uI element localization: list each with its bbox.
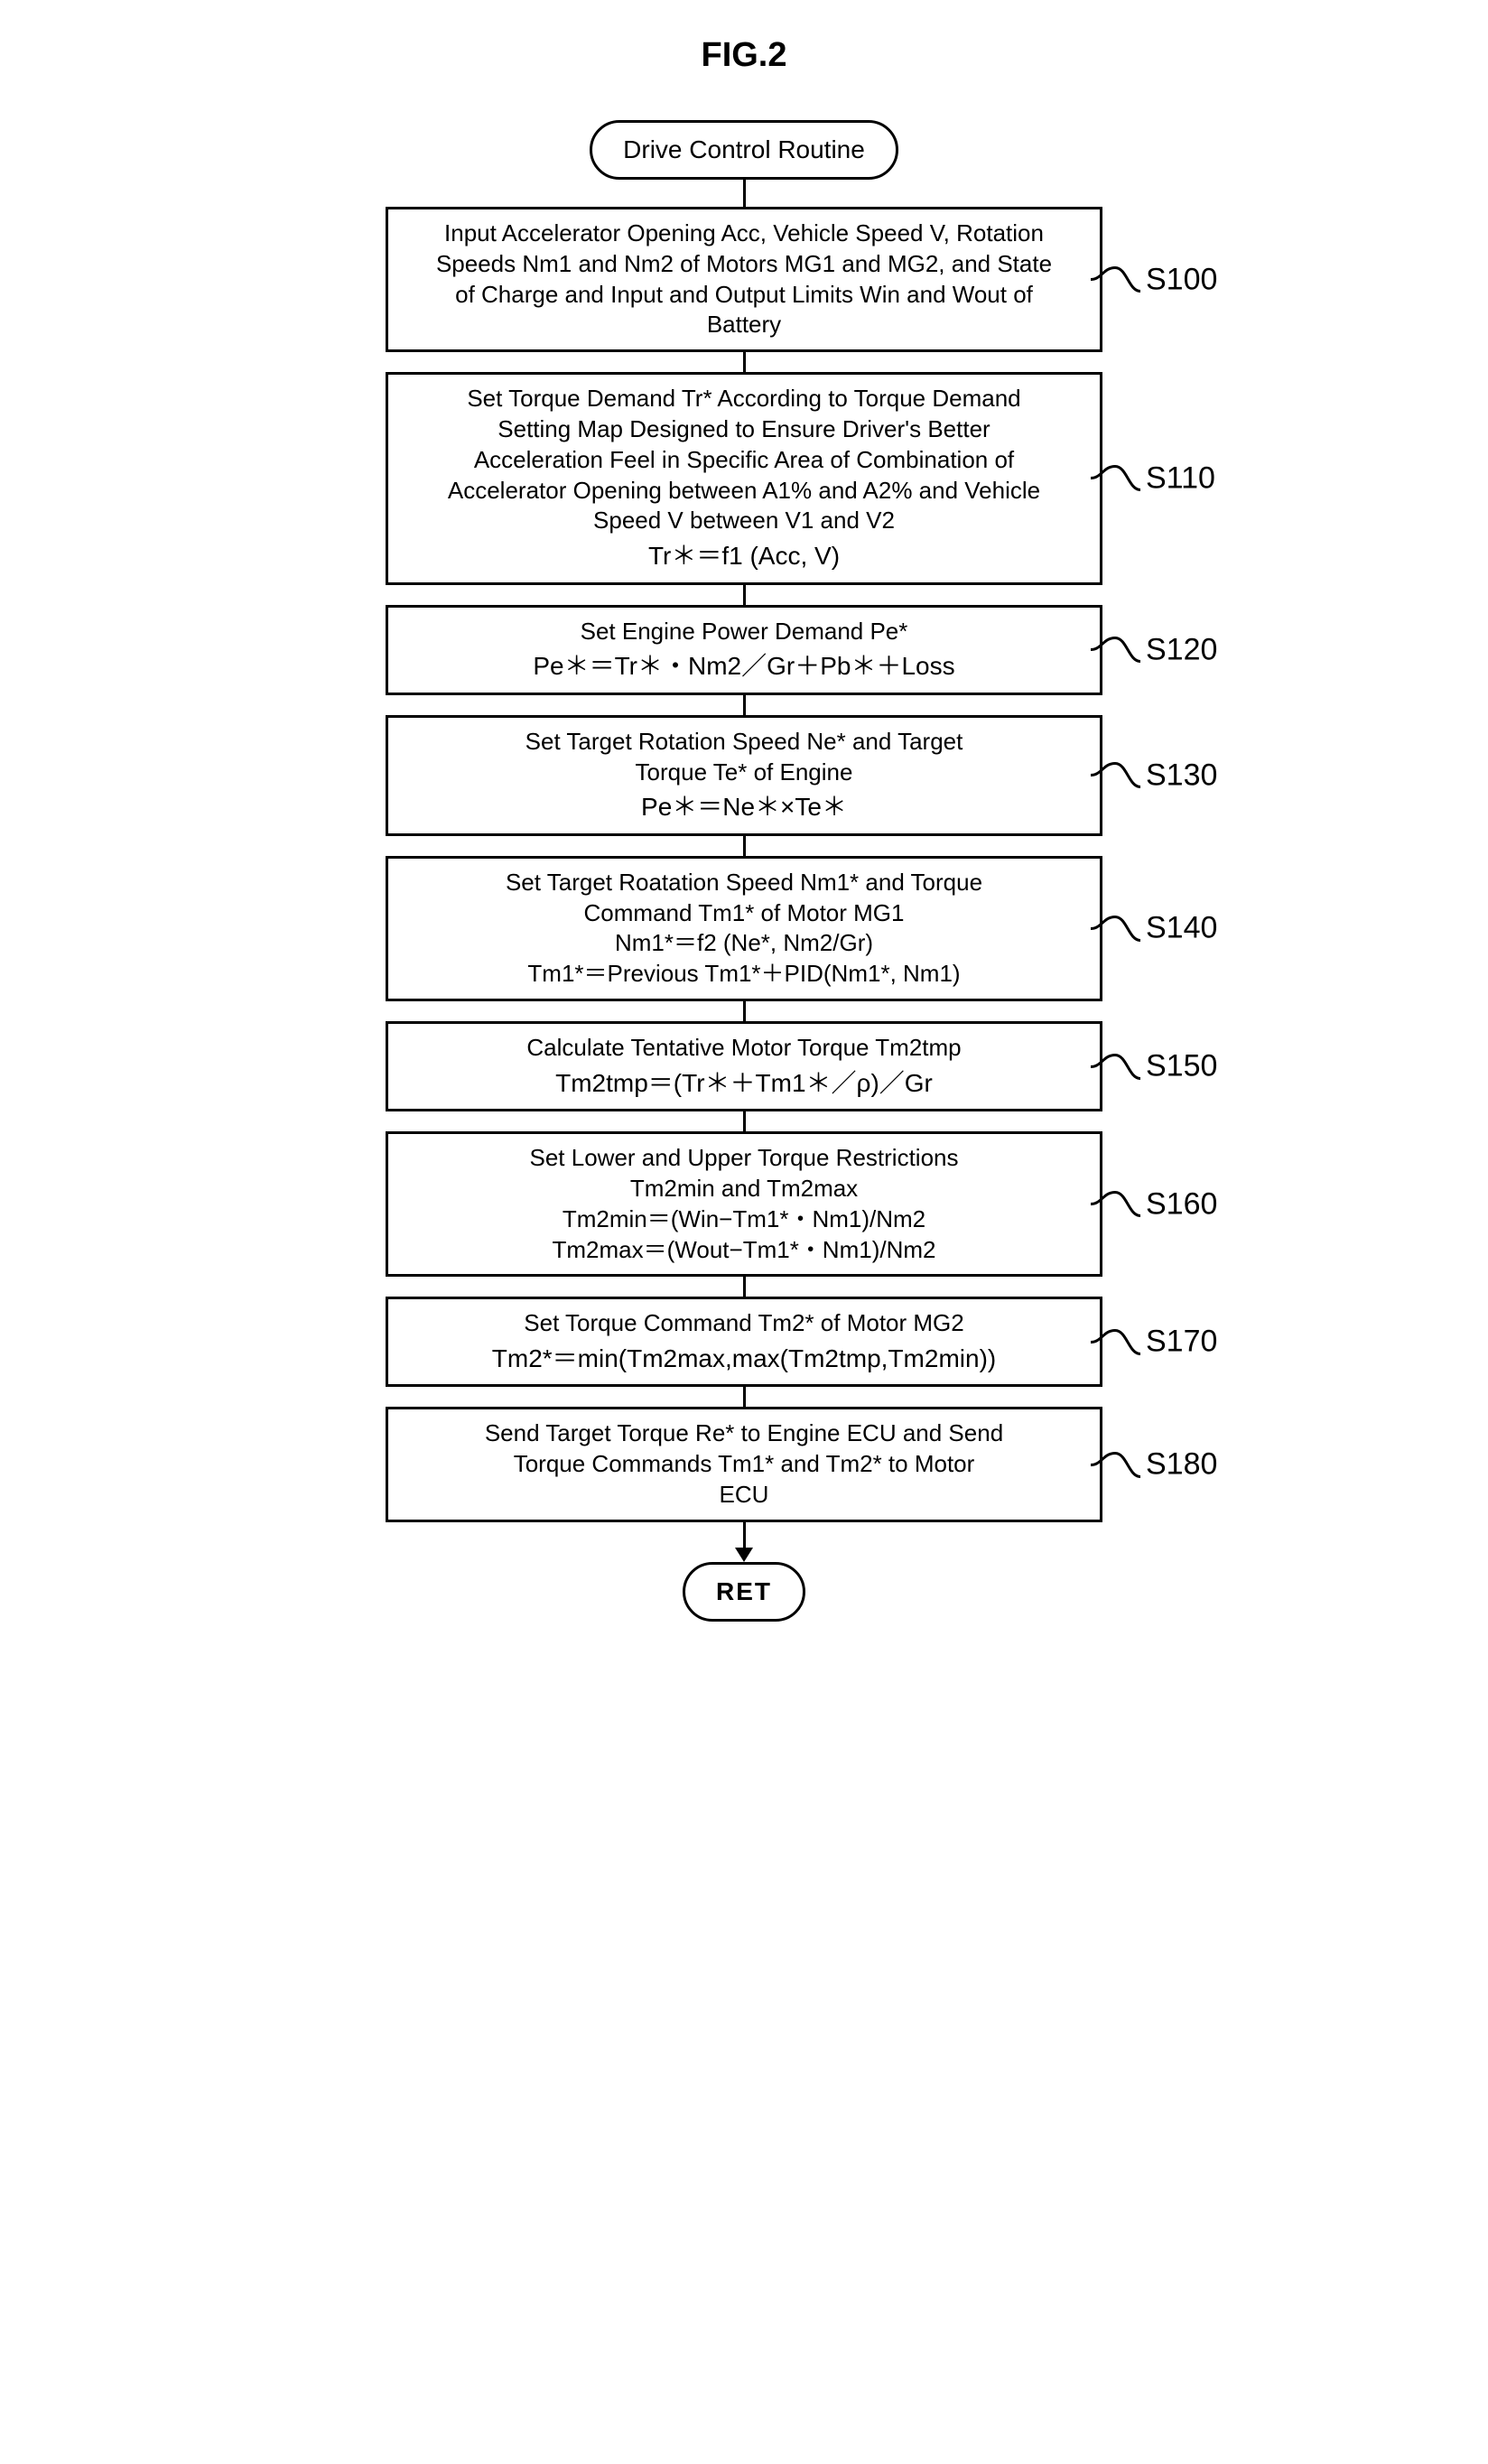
process-text-line: Nm1*＝f2 (Ne*, Nm2/Gr) (401, 928, 1087, 959)
flow-connector (743, 1111, 746, 1131)
flow-connector (743, 180, 746, 207)
leader-line-icon (1091, 1449, 1140, 1480)
flow-step-row: Set Torque Command Tm2* of Motor MG2 Tm2*… (311, 1297, 1177, 1387)
leader-line-icon (1091, 760, 1140, 791)
process-text-line: Speed V between V1 and V2 (401, 506, 1087, 536)
process-text-line: Tm2min＝(Win−Tm1*・Nm1)/Nm2 (401, 1204, 1087, 1235)
process-box: Set Lower and Upper Torque RestrictionsT… (386, 1131, 1102, 1277)
flow-step-row: Set Target Roatation Speed Nm1* and Torq… (311, 856, 1177, 1001)
process-box: Calculate Tentative Motor Torque Tm2tmpT… (386, 1021, 1102, 1111)
process-text-line: Input Accelerator Opening Acc, Vehicle S… (401, 219, 1087, 249)
flowchart-body: Drive Control Routine Input Accelerator O… (311, 120, 1177, 1622)
process-box: Set Torque Command Tm2* of Motor MG2 Tm2*… (386, 1297, 1102, 1387)
step-label: S160 (1146, 1186, 1217, 1222)
start-terminal: Drive Control Routine (590, 120, 898, 180)
flow-step-row: Set Lower and Upper Torque RestrictionsT… (311, 1131, 1177, 1277)
flow-connector (743, 836, 746, 856)
step-label: S130 (1146, 758, 1217, 793)
process-text-line: Set Target Rotation Speed Ne* and Target (401, 727, 1087, 758)
process-text-line: ECU (401, 1480, 1087, 1511)
step-label-wrap: S150 (1091, 1049, 1217, 1084)
leader-line-icon (1091, 635, 1140, 665)
step-label-wrap: S130 (1091, 758, 1217, 793)
step-label-wrap: S120 (1091, 632, 1217, 667)
process-text-line: Tm1*＝Previous Tm1*＋PID(Nm1*, Nm1) (401, 959, 1087, 990)
step-label: S150 (1146, 1049, 1217, 1084)
process-formula: Tm2tmp＝(Tr＊＋Tm1＊／ρ)／Gr (401, 1067, 1087, 1100)
flow-step-row: Set Engine Power Demand Pe*Pe＊＝Tr＊・Nm2／G… (311, 605, 1177, 695)
leader-line-icon (1091, 913, 1140, 944)
flow-step-row: Calculate Tentative Motor Torque Tm2tmpT… (311, 1021, 1177, 1111)
process-text-line: Calculate Tentative Motor Torque Tm2tmp (401, 1033, 1087, 1064)
process-text-line: Set Torque Command Tm2* of Motor MG2 (401, 1308, 1087, 1339)
process-formula: Pe＊＝Ne＊×Te＊ (401, 791, 1087, 823)
process-box: Send Target Torque Re* to Engine ECU and… (386, 1407, 1102, 1521)
process-text-line: Tm2min and Tm2max (401, 1174, 1087, 1204)
flow-connector (743, 352, 746, 372)
process-formula: Tr＊＝f1 (Acc, V) (401, 540, 1087, 572)
flow-connector (743, 695, 746, 715)
flow-connector (743, 1277, 746, 1297)
process-text-line: Command Tm1* of Motor MG1 (401, 898, 1087, 929)
step-label-wrap: S100 (1091, 262, 1217, 297)
step-label-wrap: S170 (1091, 1325, 1217, 1360)
process-text-line: Send Target Torque Re* to Engine ECU and… (401, 1418, 1087, 1449)
process-text-line: Set Lower and Upper Torque Restrictions (401, 1143, 1087, 1174)
step-label: S120 (1146, 632, 1217, 667)
process-text-line: Accelerator Opening between A1% and A2% … (401, 476, 1087, 507)
step-label: S170 (1146, 1325, 1217, 1360)
process-text-line: Speeds Nm1 and Nm2 of Motors MG1 and MG2… (401, 249, 1087, 280)
process-text-line: Acceleration Feel in Specific Area of Co… (401, 445, 1087, 476)
process-box: Input Accelerator Opening Acc, Vehicle S… (386, 207, 1102, 352)
step-label-wrap: S140 (1091, 911, 1217, 946)
leader-line-icon (1091, 1051, 1140, 1082)
flow-step-row: Set Torque Demand Tr* According to Torqu… (311, 372, 1177, 584)
step-label-wrap: S160 (1091, 1186, 1217, 1222)
flow-connector (743, 1522, 746, 1549)
flow-step-row: Set Target Rotation Speed Ne* and Target… (311, 715, 1177, 836)
process-text-line: Battery (401, 310, 1087, 340)
process-text-line: Set Target Roatation Speed Nm1* and Torq… (401, 868, 1087, 898)
step-label: S110 (1146, 460, 1215, 496)
flowchart-figure: FIG.2 Drive Control Routine Input Acceler… (311, 36, 1177, 1622)
flow-step-row: Input Accelerator Opening Acc, Vehicle S… (311, 207, 1177, 352)
flow-arrow (735, 1522, 753, 1562)
process-text-line: Torque Te* of Engine (401, 758, 1087, 788)
end-terminal: RET (683, 1562, 805, 1622)
process-box: Set Torque Demand Tr* According to Torqu… (386, 372, 1102, 584)
step-label: S100 (1146, 262, 1217, 297)
step-label-wrap: S110 (1091, 460, 1215, 496)
process-box: Set Target Rotation Speed Ne* and Target… (386, 715, 1102, 836)
leader-line-icon (1091, 463, 1140, 494)
leader-line-icon (1091, 1189, 1140, 1220)
process-formula: Tm2*＝min(Tm2max,max(Tm2tmp,Tm2min)) (401, 1343, 1087, 1375)
step-label: S140 (1146, 911, 1217, 946)
arrowhead-icon (735, 1548, 753, 1562)
process-box: Set Engine Power Demand Pe*Pe＊＝Tr＊・Nm2／G… (386, 605, 1102, 695)
leader-line-icon (1091, 265, 1140, 295)
figure-title: FIG.2 (311, 36, 1177, 75)
leader-line-icon (1091, 1326, 1140, 1357)
process-text-line: Setting Map Designed to Ensure Driver's … (401, 414, 1087, 445)
process-text-line: Tm2max＝(Wout−Tm1*・Nm1)/Nm2 (401, 1235, 1087, 1266)
step-label-wrap: S180 (1091, 1447, 1217, 1483)
flow-connector (743, 1387, 746, 1407)
process-formula: Pe＊＝Tr＊・Nm2／Gr＋Pb＊＋Loss (401, 650, 1087, 683)
flow-step-row: Send Target Torque Re* to Engine ECU and… (311, 1407, 1177, 1521)
flow-connector (743, 585, 746, 605)
process-text-line: Set Engine Power Demand Pe* (401, 617, 1087, 647)
step-label: S180 (1146, 1447, 1217, 1483)
process-text-line: Set Torque Demand Tr* According to Torqu… (401, 384, 1087, 414)
process-text-line: of Charge and Input and Output Limits Wi… (401, 280, 1087, 311)
flow-connector (743, 1001, 746, 1021)
process-box: Set Target Roatation Speed Nm1* and Torq… (386, 856, 1102, 1001)
process-text-line: Torque Commands Tm1* and Tm2* to Motor (401, 1449, 1087, 1480)
